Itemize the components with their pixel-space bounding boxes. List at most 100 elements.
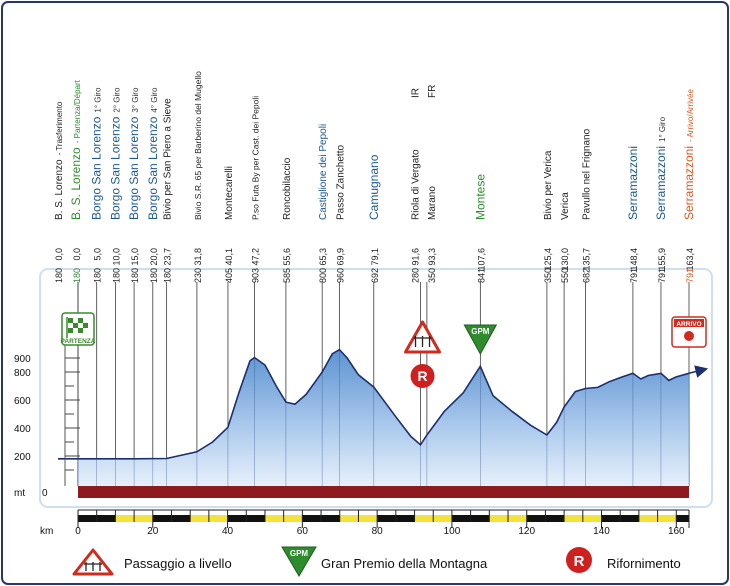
waypoint-km: 65,3 — [318, 248, 328, 266]
waypoint-name: Riola di Vergato — [411, 149, 422, 220]
legend-level-crossing-label: Passaggio a livello — [124, 556, 232, 571]
profile-area — [78, 349, 689, 486]
legend-refreshment-label: Rifornimento — [607, 556, 681, 571]
gpm-icon-label: GPM — [471, 327, 490, 336]
waypoint-label-group: Borgo San Lorenzo 1° Giro 5,0 180 — [90, 87, 104, 283]
road-bar — [78, 515, 689, 522]
waypoint-note: 3° Giro — [131, 87, 140, 113]
waypoint-label-group: Borgo San Lorenzo 2° Giro 10,0 180 — [108, 87, 122, 283]
waypoint-note: - Arrivo/Arrivée — [686, 89, 695, 142]
crossing-note: FR — [427, 85, 438, 98]
waypoint-name: Marano — [427, 186, 438, 220]
waypoint-alt: 180 — [93, 268, 103, 283]
profile-line — [58, 348, 690, 460]
baseline-layer — [78, 486, 689, 498]
waypoint-label-group: Roncobilaccio 55,6 585 — [282, 157, 293, 283]
waypoint-name-text: Borgo San Lorenzo — [90, 116, 104, 220]
waypoint-name: Serramazzoni - Arrivo/Arrivée — [682, 89, 696, 220]
x-tick-label: 140 — [593, 526, 610, 537]
waypoint-name-text: B. S. Lorenzo — [54, 159, 65, 220]
waypoint-name-text: Pavullo nel Frignano — [581, 128, 592, 220]
waypoint-name-text: Passo Zanchetto — [335, 145, 346, 220]
waypoint-name-text: Camugnano — [367, 154, 381, 220]
waypoint-name-text: Riola di Vergato — [411, 149, 422, 220]
legend-gpm-icon — [281, 546, 317, 577]
waypoint-name-text: Montecarelli — [224, 166, 235, 220]
y-tick-label: 200 — [14, 452, 31, 463]
waypoint-alt: 791 — [629, 268, 639, 283]
waypoint-label-group: Borgo San Lorenzo 3° Giro 15,0 180 — [127, 87, 141, 283]
legend-gpm-label: Gran Premio della Montagna — [321, 556, 488, 571]
waypoint-label-group: Montecarelli 40,1 405 — [224, 166, 235, 283]
y-tick-label: 600 — [14, 396, 31, 407]
waypoint-name: Borgo San Lorenzo 2° Giro — [108, 87, 122, 220]
waypoint-name: B. S. Lorenzo - Partenza/Départ — [69, 79, 83, 220]
waypoint-name-text: B. S. Lorenzo — [69, 147, 83, 220]
waypoint-name-text: Borgo San Lorenzo — [127, 116, 141, 220]
waypoint-alt: 180 — [72, 268, 82, 283]
legend-refreshment-icon-label: R — [574, 553, 585, 570]
waypoint-name-text: Bivio per San Piero a Sieve — [163, 98, 174, 220]
waypoint-label-group: Castiglione dei Pepoli 65,3 800 — [318, 124, 329, 283]
start-flag-cell — [68, 328, 73, 333]
finish-marker-band — [674, 319, 704, 327]
waypoint-name: Bivio per San Piero a Sieve — [163, 98, 174, 220]
waypoint-alt: 585 — [282, 268, 292, 283]
waypoint-name: Serramazzoni 1° Giro — [654, 116, 668, 220]
start-flag-cell — [78, 318, 83, 323]
waypoint-km: 47,2 — [250, 248, 260, 266]
waypoint-name-text: Serramazzoni — [654, 146, 668, 220]
waypoint-label-group: P.so Futa By per Cast. dei Pepoli 47,2 903 — [250, 96, 260, 283]
waypoint-km: 107,6 — [476, 248, 486, 271]
x-tick-label: 160 — [668, 526, 685, 537]
waypoint-name-text: P.so Futa By per Cast. dei Pepoli — [250, 96, 260, 220]
waypoint-alt: 791 — [657, 268, 667, 283]
markers-layer: PARTENZA ARRIVO R GPM — [61, 312, 707, 388]
waypoint-label-group: Camugnano 79,1 692 — [367, 154, 381, 283]
waypoint-name: Verica — [560, 192, 571, 220]
waypoint-alt: 841 — [476, 268, 486, 283]
x-tick-label: 100 — [444, 526, 461, 537]
waypoint-name-text: Castiglione dei Pepoli — [318, 124, 329, 220]
legend-gpm-icon-label: GPM — [290, 549, 309, 558]
waypoint-km: 0,0 — [54, 248, 64, 261]
x-tick-label: 40 — [222, 526, 234, 537]
waypoint-alt: 350 — [543, 268, 553, 283]
waypoint-alt: 180 — [111, 268, 121, 283]
finish-marker-icon — [684, 331, 694, 341]
refreshment-icon — [410, 364, 435, 388]
y-tick-label: 400 — [14, 424, 31, 435]
crossing-note-group: IR — [411, 88, 422, 98]
waypoint-km: 91,6 — [411, 248, 421, 266]
waypoint-name: Montecarelli — [224, 166, 235, 220]
x-tick-label: 60 — [297, 526, 309, 537]
y-zero-label: 0 — [42, 488, 48, 499]
waypoint-alt: 800 — [318, 268, 328, 283]
start-flag-cell — [83, 323, 88, 328]
waypoint-alt: 960 — [335, 268, 345, 283]
waypoint-name-text: Roncobilaccio — [282, 157, 293, 220]
waypoint-note: 4° Giro — [150, 87, 159, 113]
x-tick-label: 20 — [147, 526, 159, 537]
waypoint-alt: 692 — [370, 268, 380, 283]
waypoint-name: Passo Zanchetto — [335, 145, 346, 220]
waypoint-name: Pavullo nel Frignano — [581, 128, 592, 220]
waypoint-km: 93,3 — [427, 248, 437, 266]
waypoint-alt: 405 — [224, 268, 234, 283]
waypoint-alt: 280 — [411, 268, 421, 283]
waypoint-label-group: Borgo San Lorenzo 4° Giro 20,0 180 — [146, 87, 160, 283]
waypoint-alt: 682 — [581, 268, 591, 283]
waypoint-name-text: Borgo San Lorenzo — [108, 116, 122, 220]
waypoint-name: Camugnano — [367, 154, 381, 220]
waypoint-alt: 350 — [427, 268, 437, 283]
waypoint-km: 23,7 — [163, 248, 173, 266]
crossing-note: IR — [411, 88, 422, 98]
waypoint-km: 148,4 — [629, 248, 639, 271]
waypoint-km: 31,8 — [193, 248, 203, 266]
waypoint-name: Bivio per Verica — [543, 150, 554, 220]
y-unit-label: mt — [14, 488, 25, 499]
